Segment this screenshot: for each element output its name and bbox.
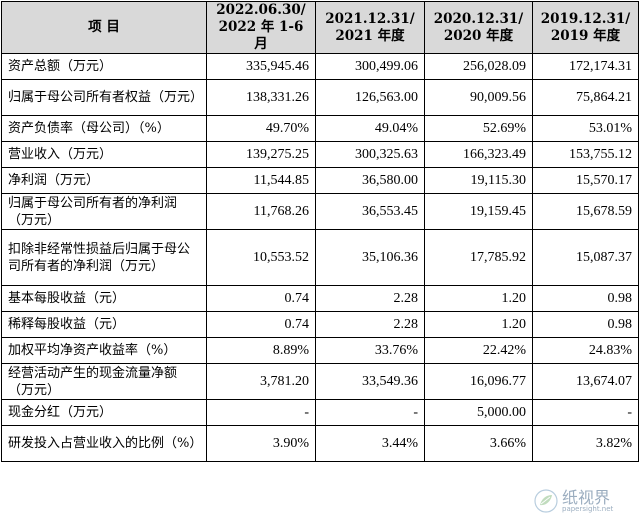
cell-value: 22.42% <box>424 337 533 364</box>
table-row: 加权平均净资产收益率（%） 8.89% 33.76% 22.42% 24.83% <box>1 337 639 364</box>
cell-value: 11,544.85 <box>206 167 316 194</box>
cell-value: 3,781.20 <box>206 363 316 400</box>
watermark-brand: 纸视界 <box>562 487 611 507</box>
row-label: 归属于母公司所有者的净利润（万元） <box>1 193 207 230</box>
cell-value: 49.04% <box>315 115 425 142</box>
cell-value: 3.82% <box>532 425 639 462</box>
table-row: 资产负债率（母公司）（%） 49.70% 49.04% 52.69% 53.01… <box>1 115 639 142</box>
cell-value: 13,674.07 <box>532 363 639 400</box>
cell-value: 1.20 <box>424 311 533 338</box>
row-label: 现金分红（万元） <box>1 399 207 426</box>
cell-value: 300,499.06 <box>315 53 425 80</box>
row-label: 营业收入（万元） <box>1 141 207 168</box>
cell-value: 335,945.46 <box>206 53 316 80</box>
cell-value: 153,755.12 <box>532 141 639 168</box>
cell-value: 1.20 <box>424 285 533 312</box>
cell-value: 15,570.17 <box>532 167 639 194</box>
cell-value: 33,549.36 <box>315 363 425 400</box>
table-row: 营业收入（万元） 139,275.25 300,325.63 166,323.4… <box>1 141 639 168</box>
cell-value: 3.90% <box>206 425 316 462</box>
cell-value: 15,087.37 <box>532 229 639 286</box>
row-label: 扣除非经常性损益后归属于母公司所有者的净利润（万元） <box>1 229 207 286</box>
cell-value: 90,009.56 <box>424 79 533 116</box>
cell-value: 0.74 <box>206 285 316 312</box>
cell-value: 15,678.59 <box>532 193 639 230</box>
table-row: 扣除非经常性损益后归属于母公司所有者的净利润（万元） 10,553.52 35,… <box>1 229 639 286</box>
table-row: 研发投入占营业收入的比例（%） 3.90% 3.44% 3.66% 3.82% <box>1 425 639 462</box>
cell-value: 49.70% <box>206 115 316 142</box>
table-row: 资产总额（万元） 335,945.46 300,499.06 256,028.0… <box>1 53 639 80</box>
cell-value: 2.28 <box>315 285 425 312</box>
cell-value: 17,785.92 <box>424 229 533 286</box>
row-label: 归属于母公司所有者权益（万元） <box>1 79 207 116</box>
table-row: 稀释每股收益（元） 0.74 2.28 1.20 0.98 <box>1 311 639 338</box>
cell-value: 3.66% <box>424 425 533 462</box>
cell-value: 3.44% <box>315 425 425 462</box>
cell-value: 10,553.52 <box>206 229 316 286</box>
cell-value: 53.01% <box>532 115 639 142</box>
watermark-url: papersight.net <box>562 504 614 513</box>
cell-value: 0.98 <box>532 285 639 312</box>
table-row: 归属于母公司所有者权益（万元） 138,331.26 126,563.00 90… <box>1 79 639 116</box>
cell-value: - <box>206 399 316 426</box>
cell-value: 2.28 <box>315 311 425 338</box>
cell-value: - <box>315 399 425 426</box>
cell-value: 139,275.25 <box>206 141 316 168</box>
cell-value: 0.98 <box>532 311 639 338</box>
cell-value: 36,553.45 <box>315 193 425 230</box>
header-row: 项 目 2022.06.30/2022 年 1-6 月 2021.12.31/2… <box>1 1 639 54</box>
cell-value: 36,580.00 <box>315 167 425 194</box>
cell-value: 138,331.26 <box>206 79 316 116</box>
row-label: 资产总额（万元） <box>1 53 207 80</box>
cell-value: 19,159.45 <box>424 193 533 230</box>
table-row: 净利润（万元） 11,544.85 36,580.00 19,115.30 15… <box>1 167 639 194</box>
cell-value: 11,768.26 <box>206 193 316 230</box>
cell-value: 19,115.30 <box>424 167 533 194</box>
row-label: 研发投入占营业收入的比例（%） <box>1 425 207 462</box>
cell-value: 256,028.09 <box>424 53 533 80</box>
row-label: 经营活动产生的现金流量净额（万元） <box>1 363 207 400</box>
cell-value: 172,174.31 <box>532 53 639 80</box>
header-col-2019: 2019.12.31/2019 年度 <box>532 1 639 54</box>
cell-value: 8.89% <box>206 337 316 364</box>
row-label: 稀释每股收益（元） <box>1 311 207 338</box>
header-col-2021: 2021.12.31/2021 年度 <box>315 1 425 54</box>
cell-value: 300,325.63 <box>315 141 425 168</box>
cell-value: 126,563.00 <box>315 79 425 116</box>
header-col-2020: 2020.12.31/2020 年度 <box>424 1 533 54</box>
header-col-2022: 2022.06.30/2022 年 1-6 月 <box>206 1 316 54</box>
cell-value: 0.74 <box>206 311 316 338</box>
cell-value: 35,106.36 <box>315 229 425 286</box>
leaf-logo-icon <box>534 489 558 513</box>
row-label: 加权平均净资产收益率（%） <box>1 337 207 364</box>
cell-value: 52.69% <box>424 115 533 142</box>
cell-value: 166,323.49 <box>424 141 533 168</box>
row-label: 基本每股收益（元） <box>1 285 207 312</box>
table-row: 经营活动产生的现金流量净额（万元） 3,781.20 33,549.36 16,… <box>1 363 639 400</box>
cell-value: 16,096.77 <box>424 363 533 400</box>
cell-value: 75,864.21 <box>532 79 639 116</box>
cell-value: - <box>532 399 639 426</box>
row-label: 资产负债率（母公司）（%） <box>1 115 207 142</box>
cell-value: 5,000.00 <box>424 399 533 426</box>
table-row: 归属于母公司所有者的净利润（万元） 11,768.26 36,553.45 19… <box>1 193 639 230</box>
header-item: 项 目 <box>1 1 207 54</box>
watermark: 纸视界 papersight.net <box>534 486 634 516</box>
table-row: 现金分红（万元） - - 5,000.00 - <box>1 399 639 426</box>
cell-value: 24.83% <box>532 337 639 364</box>
cell-value: 33.76% <box>315 337 425 364</box>
table-row: 基本每股收益（元） 0.74 2.28 1.20 0.98 <box>1 285 639 312</box>
row-label: 净利润（万元） <box>1 167 207 194</box>
financial-summary-table: 项 目 2022.06.30/2022 年 1-6 月 2021.12.31/2… <box>1 1 639 462</box>
